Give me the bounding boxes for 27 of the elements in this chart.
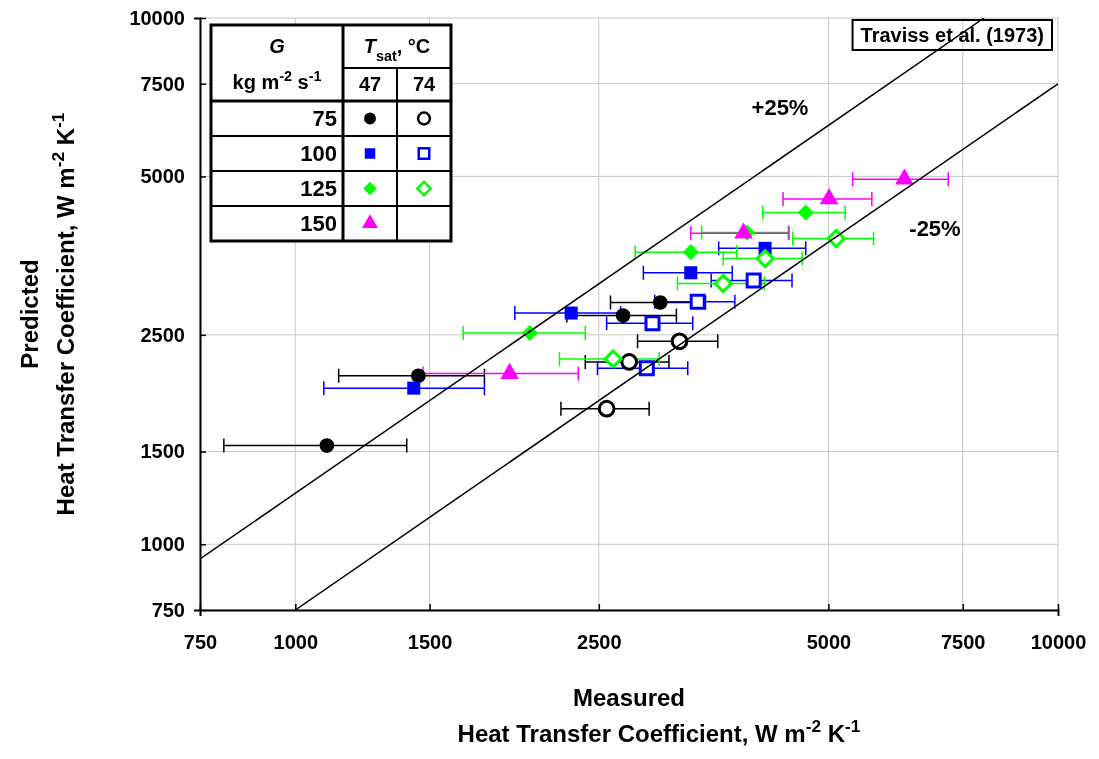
y-tick-label: 1500 — [140, 440, 185, 463]
x-tick-label: 750 — [183, 631, 218, 653]
x-axis-title: Measured Heat Transfer Coefficient, W m$^{-2}$ K$^{-1}$ — [457, 684, 861, 747]
y-tick-label: 7500 — [140, 72, 185, 95]
y-tick-label: 750 — [151, 598, 185, 621]
x-tick-label: 7500 — [940, 631, 986, 653]
annotation: 74 — [412, 73, 436, 95]
y-tick-label: 2500 — [140, 323, 185, 346]
x-tick-label: 2500 — [577, 631, 622, 653]
y-tick-label: 10000 — [129, 6, 185, 29]
annotation: 47 — [358, 73, 382, 95]
y-tick-label: 5000 — [140, 165, 185, 188]
legend-label: 150 — [300, 211, 337, 237]
x-tick-label: 5000 — [806, 631, 852, 653]
annotation: T$_{sat}$, °C — [363, 35, 431, 64]
x-tick-label: 1000 — [273, 631, 319, 653]
x-tick-label: 10000 — [1030, 631, 1087, 653]
y-tick-label: 1000 — [140, 533, 185, 556]
annotation: Traviss et al. (1973) — [860, 24, 1044, 46]
legend-label: 125 — [300, 176, 337, 202]
legend-label: 75 — [312, 106, 337, 132]
x-tick-label: 1500 — [407, 631, 453, 653]
legend-label: 100 — [300, 141, 337, 167]
series-label: +25% — [751, 94, 809, 120]
annotation: G — [269, 35, 285, 57]
annotation: kg m$^{-2}$ s$^{-1}$ — [232, 68, 322, 93]
series-label: -25% — [909, 216, 961, 242]
